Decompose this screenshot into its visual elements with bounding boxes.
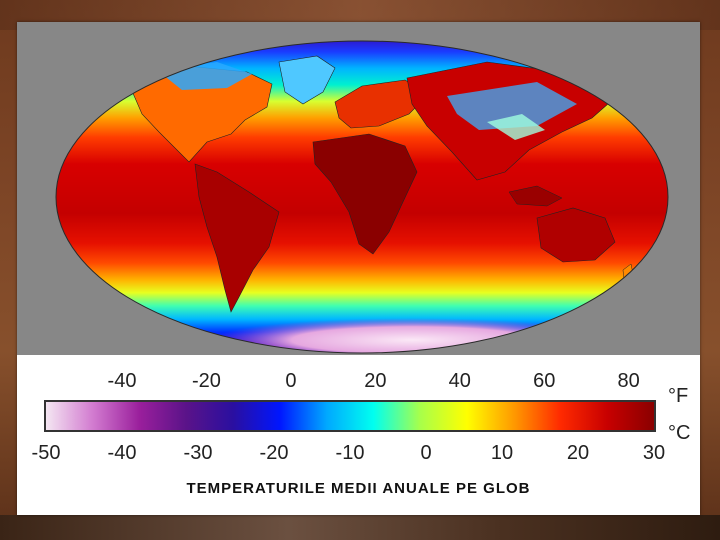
- celsius-tick-label: 30: [642, 442, 666, 464]
- temperature-legend: -40 -20 0 20 40 60 80 °F -50 -40 -30 -20 -10 0 10 20 3…: [17, 355, 700, 515]
- map-caption: TEMPERATURILE MEDII ANUALE PE GLOB: [186, 480, 531, 497]
- background-landscape-strip: [0, 515, 720, 540]
- celsius-tick-label: -40: [107, 442, 137, 464]
- celsius-tick-label: -30: [183, 442, 213, 464]
- temperature-colorbar: [44, 400, 656, 432]
- map-oval-outline: [55, 40, 669, 354]
- fahrenheit-tick-label: 20: [364, 370, 387, 392]
- fahrenheit-tick-label: 80: [617, 370, 640, 392]
- celsius-tick-label: 0: [420, 442, 432, 464]
- south-america-shape: [194, 163, 280, 313]
- maritime-asia-shape: [508, 185, 563, 207]
- fahrenheit-tick-label: 40: [448, 370, 471, 392]
- north-america-shape: [128, 65, 273, 163]
- australia-shape: [536, 207, 616, 263]
- fahrenheit-tick-label: -40: [107, 370, 137, 392]
- fahrenheit-tick-label: -20: [191, 370, 221, 392]
- map-oval-group: [56, 41, 668, 353]
- world-temperature-map: [55, 40, 669, 354]
- fahrenheit-tick-label: 0: [285, 370, 297, 392]
- greenland-shape: [278, 55, 336, 105]
- celsius-unit-label: °C: [668, 422, 691, 444]
- africa-shape: [312, 133, 418, 255]
- europe-shape: [334, 79, 430, 129]
- fahrenheit-unit-label: °F: [668, 385, 689, 407]
- celsius-tick-label: -50: [31, 442, 61, 464]
- celsius-tick-label: 10: [490, 442, 514, 464]
- celsius-tick-label: -20: [259, 442, 289, 464]
- map-panel: [17, 22, 700, 355]
- celsius-tick-label: 20: [566, 442, 590, 464]
- fahrenheit-tick-label: 60: [533, 370, 556, 392]
- celsius-tick-label: -10: [335, 442, 365, 464]
